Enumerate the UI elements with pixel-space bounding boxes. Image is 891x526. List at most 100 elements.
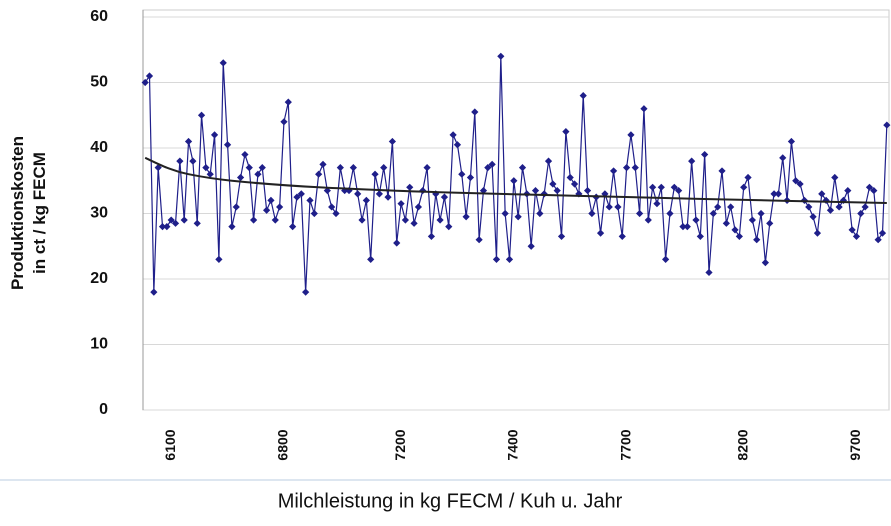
data-point [497, 52, 505, 60]
data-point [774, 190, 783, 198]
data-point [809, 213, 817, 221]
data-point [557, 232, 566, 241]
data-point [484, 164, 492, 172]
data-point [167, 216, 175, 224]
data-point [158, 223, 167, 231]
data-point [362, 196, 370, 204]
data-point [249, 216, 258, 224]
data-point [718, 167, 726, 175]
data-point [401, 216, 410, 224]
data-point [458, 170, 466, 178]
data-point [818, 190, 826, 198]
data-point [180, 216, 188, 224]
data-point [826, 206, 835, 214]
data-point [831, 173, 839, 182]
data-point [740, 183, 748, 191]
x-tick-label: 7200 [392, 429, 408, 460]
data-point [579, 92, 587, 100]
data-point [501, 209, 509, 218]
data-point [679, 223, 687, 231]
data-point [510, 177, 518, 185]
x-tick-label: 7700 [617, 429, 633, 460]
data-point [640, 105, 648, 113]
data-point [427, 232, 436, 241]
x-tick-label: 6100 [162, 429, 178, 460]
data-point [189, 157, 197, 165]
data-point [735, 232, 743, 241]
data-point [371, 170, 379, 178]
data-line [144, 56, 888, 293]
x-tick-label: 6800 [275, 429, 291, 460]
data-point [319, 160, 327, 168]
data-point [544, 157, 553, 165]
data-point [332, 209, 340, 218]
x-tick-label: 7400 [505, 429, 521, 460]
data-point [761, 259, 769, 267]
data-point [714, 203, 722, 211]
data-point [844, 186, 852, 195]
data-point [358, 216, 366, 224]
data-point [588, 209, 596, 218]
data-point [471, 108, 479, 116]
data-point [145, 72, 154, 80]
data-point [848, 226, 856, 234]
data-point [349, 164, 357, 172]
data-point [636, 209, 644, 218]
data-point [479, 186, 488, 195]
data-point [857, 209, 865, 218]
data-point [488, 160, 496, 168]
data-point [202, 164, 210, 172]
data-point [609, 167, 618, 175]
data-point [336, 164, 344, 172]
data-point [163, 223, 171, 231]
data-point [874, 236, 882, 244]
data-point [236, 173, 245, 182]
data-point [267, 196, 275, 204]
data-point [748, 216, 756, 224]
data-point [258, 164, 266, 172]
data-point [263, 206, 271, 214]
data-point [618, 232, 626, 241]
y-tick-label: 10 [90, 336, 108, 353]
data-point [254, 170, 262, 178]
data-point [852, 232, 861, 241]
data-point [709, 209, 717, 218]
data-point [197, 111, 206, 119]
data-point [527, 242, 535, 250]
data-point [466, 173, 475, 182]
data-point [883, 121, 891, 129]
data-point [384, 193, 392, 201]
data-point [792, 177, 800, 185]
data-point [675, 186, 683, 195]
data-point [410, 219, 418, 227]
data-point [744, 173, 752, 182]
x-tick-label: 8200 [734, 429, 750, 460]
data-point [462, 213, 470, 221]
data-point [184, 137, 193, 146]
data-point [631, 164, 639, 172]
data-point [176, 157, 184, 165]
y-tick-label: 0 [99, 401, 108, 418]
data-point [206, 170, 214, 178]
data-point [813, 229, 822, 237]
data-point [323, 186, 331, 195]
data-point [453, 141, 462, 149]
data-point [271, 216, 279, 224]
data-point [531, 186, 540, 195]
data-point [423, 164, 431, 172]
data-point [753, 236, 761, 244]
data-point [223, 141, 232, 149]
data-point [436, 216, 444, 224]
y-tick-label: 50 [90, 74, 108, 91]
y-tick-label: 40 [90, 139, 108, 156]
x-tick-label: 9700 [847, 429, 863, 460]
data-point [380, 164, 388, 172]
data-point [514, 213, 522, 221]
data-point [228, 223, 236, 231]
data-point [596, 229, 605, 237]
data-point [440, 193, 449, 201]
data-point [241, 150, 249, 159]
data-point [293, 193, 301, 201]
data-point [566, 173, 574, 182]
data-point [766, 219, 774, 227]
